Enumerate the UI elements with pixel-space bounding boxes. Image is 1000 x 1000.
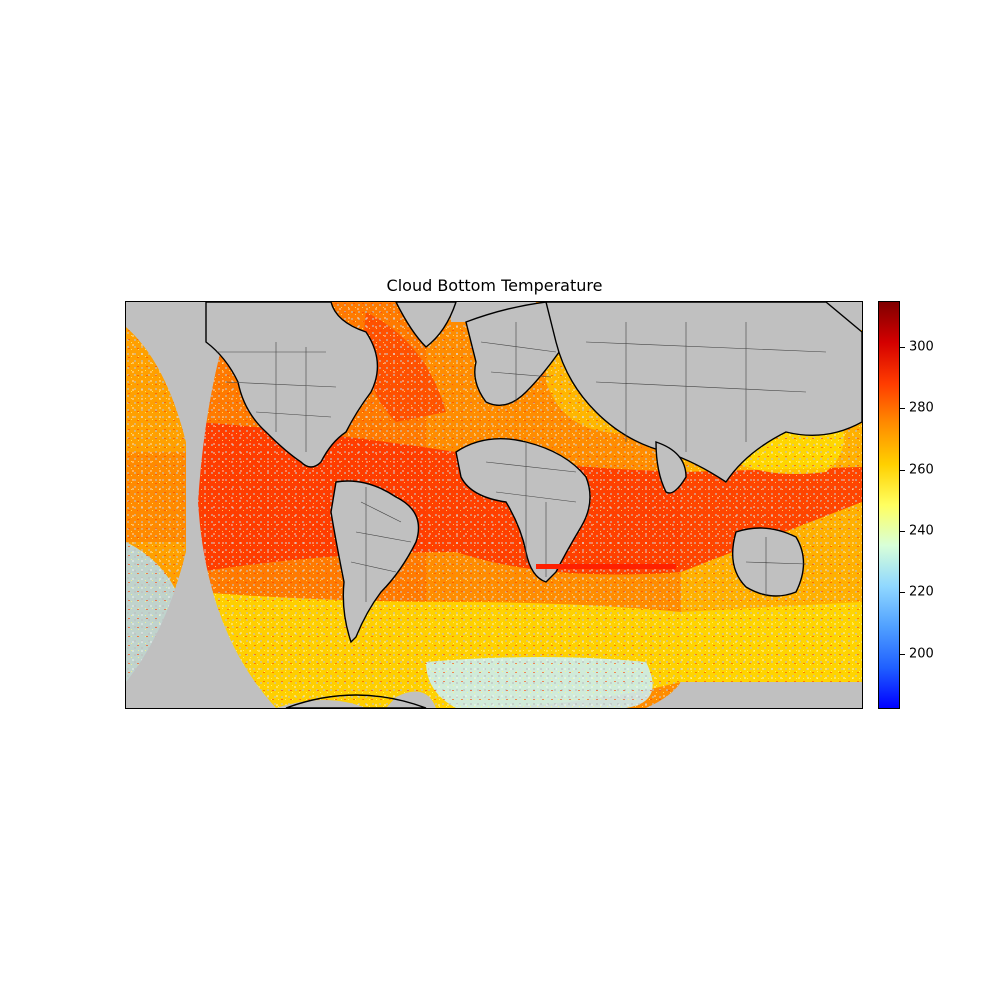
colorbar-tick-label: 200 — [909, 646, 934, 662]
greenland — [395, 302, 457, 348]
colorbar-tick-label: 300 — [909, 339, 934, 355]
no-data-gap-se — [646, 682, 862, 708]
colorbar-tick — [900, 653, 905, 655]
colorbar-tick-label: 280 — [909, 400, 934, 416]
colorbar-gradient — [878, 301, 900, 709]
chart-title: Cloud Bottom Temperature — [386, 276, 603, 295]
colorbar: 200 220 240 260 280 300 — [878, 301, 934, 709]
colorbar-tick-label: 260 — [909, 462, 934, 478]
colorbar-tick — [900, 408, 905, 410]
colorbar-tick — [900, 469, 905, 471]
australia — [732, 527, 805, 597]
red-streak — [536, 564, 676, 569]
colorbar-tick — [900, 531, 905, 533]
colorbar-tick — [900, 347, 905, 348]
asia — [545, 302, 862, 483]
country-borders — [216, 322, 827, 602]
no-data-gap-west — [126, 302, 276, 708]
africa — [455, 437, 591, 583]
colorbar-tick-label: 220 — [909, 584, 934, 600]
world-map — [126, 302, 862, 708]
colorbar-tick-label: 240 — [909, 523, 934, 539]
map-panel — [125, 301, 863, 709]
north-america — [205, 302, 379, 468]
colorbar-tick — [900, 592, 905, 594]
south-america — [330, 480, 420, 644]
landmasses — [205, 302, 862, 708]
